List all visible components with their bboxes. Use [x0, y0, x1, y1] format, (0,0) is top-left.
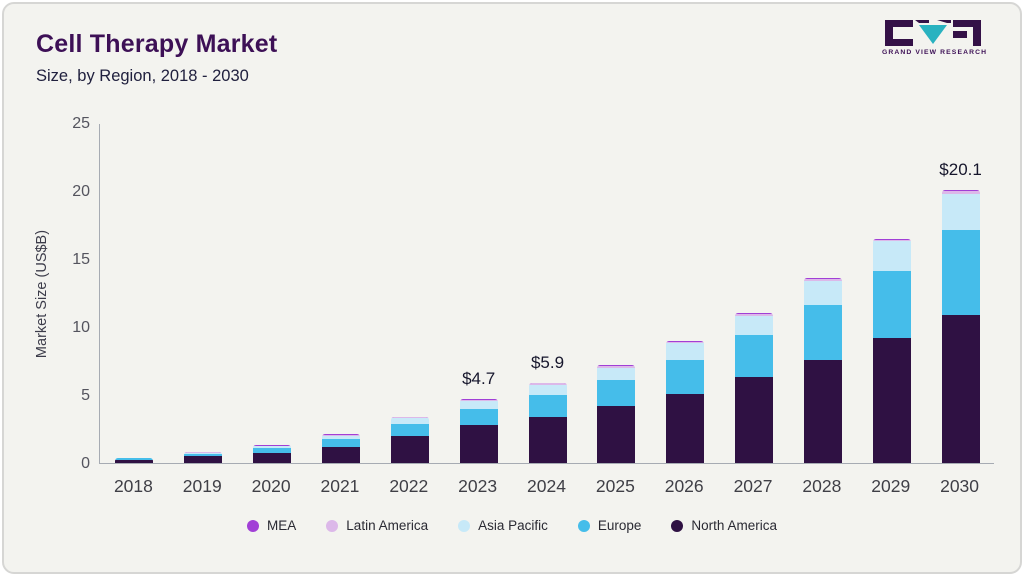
bar-segment-europe: [666, 360, 704, 394]
x-axis: 2018 2019 2020 2021 2022 2023 2024 2025 2026 2027…: [99, 476, 994, 500]
x-axis-label: 2018: [114, 476, 153, 497]
gvr-logo-icon: [885, 20, 981, 46]
x-axis-label: 2030: [940, 476, 979, 497]
x-axis-label: 2024: [527, 476, 566, 497]
bar-segment-asia-pacific: [666, 343, 704, 359]
x-axis-label: 2025: [596, 476, 635, 497]
legend-dot: [458, 520, 470, 532]
bar-value-label: $20.1: [939, 160, 982, 180]
bar-segment-asia-pacific: [529, 385, 567, 395]
bar-2019: [184, 452, 222, 463]
logo-wordmark: GRAND VIEW RESEARCH: [882, 49, 984, 56]
legend-label: Latin America: [346, 518, 428, 533]
bar-segment-europe: [529, 395, 567, 417]
legend: MEA Latin America Asia Pacific Europe North …: [4, 518, 1020, 533]
bar-segment-north-america: [804, 360, 842, 463]
bar-value-label: $4.7: [462, 369, 495, 389]
bar-segment-europe: [735, 335, 773, 377]
bar-segment-europe: [804, 305, 842, 359]
y-tick-label: 5: [4, 387, 90, 405]
page-subtitle: Size, by Region, 2018 - 2030: [36, 67, 249, 86]
bar-segment-europe: [873, 271, 911, 338]
bar-segment-north-america: [735, 377, 773, 463]
bar-segment-north-america: [391, 436, 429, 463]
bar-segment-asia-pacific: [735, 316, 773, 335]
x-axis-label: 2019: [183, 476, 222, 497]
bar-2020: [253, 445, 291, 463]
bar-segment-north-america: [115, 460, 153, 463]
bar-segment-europe: [942, 230, 980, 314]
grand-view-research-logo: GRAND VIEW RESEARCH: [882, 20, 984, 56]
bar-2024: [529, 383, 567, 463]
bar-2022: [391, 417, 429, 463]
bar-segment-north-america: [184, 456, 222, 463]
bar-segment-europe: [460, 409, 498, 425]
bar-segment-north-america: [460, 425, 498, 463]
bar-segment-north-america: [942, 315, 980, 463]
page-title: Cell Therapy Market: [36, 30, 277, 59]
y-tick-label: 20: [4, 183, 90, 201]
legend-label: Asia Pacific: [478, 518, 548, 533]
y-tick-label: 25: [4, 115, 90, 133]
bar-segment-asia-pacific: [460, 401, 498, 408]
bar-segment-asia-pacific: [597, 368, 635, 380]
legend-item-europe: Europe: [578, 518, 642, 533]
legend-item-asia-pacific: Asia Pacific: [458, 518, 548, 533]
bar-2023: [460, 399, 498, 463]
legend-label: North America: [691, 518, 777, 533]
bar-segment-europe: [322, 439, 360, 446]
bar-segment-europe: [597, 380, 635, 406]
x-axis-label: 2027: [734, 476, 773, 497]
x-axis-label: 2022: [389, 476, 428, 497]
bar-2028: [804, 278, 842, 463]
bar-2025: [597, 365, 635, 463]
bar-segment-north-america: [322, 447, 360, 463]
bar-value-label: $5.9: [531, 353, 564, 373]
plot-area: $4.7 $5.9 $20.1: [99, 124, 994, 464]
bar-2030: [942, 190, 980, 463]
bar-2029: [873, 239, 911, 463]
x-axis-label: 2020: [252, 476, 291, 497]
x-axis-label: 2029: [871, 476, 910, 497]
legend-item-mea: MEA: [247, 518, 296, 533]
x-axis-label: 2023: [458, 476, 497, 497]
bar-segment-north-america: [597, 406, 635, 463]
bar-2026: [666, 341, 704, 463]
legend-dot: [326, 520, 338, 532]
x-axis-label: 2021: [320, 476, 359, 497]
bar-segment-north-america: [873, 338, 911, 463]
bar-2018: [115, 458, 153, 463]
legend-dot: [671, 520, 683, 532]
bar-segment-europe: [391, 424, 429, 436]
bar-segment-asia-pacific: [873, 241, 911, 271]
bar-segment-north-america: [253, 453, 291, 463]
legend-dot: [247, 520, 259, 532]
bar-2021: [322, 434, 360, 463]
y-tick-label: 15: [4, 251, 90, 269]
legend-item-north-america: North America: [671, 518, 777, 533]
x-axis-label: 2026: [665, 476, 704, 497]
y-tick-label: 10: [4, 319, 90, 337]
bar-segment-north-america: [666, 394, 704, 463]
legend-item-latin-america: Latin America: [326, 518, 428, 533]
bar-segment-north-america: [529, 417, 567, 463]
y-tick-label: 0: [4, 455, 90, 473]
bar-segment-asia-pacific: [804, 281, 842, 305]
x-axis-label: 2028: [802, 476, 841, 497]
legend-label: Europe: [598, 518, 642, 533]
bar-2027: [735, 313, 773, 463]
legend-label: MEA: [267, 518, 296, 533]
legend-dot: [578, 520, 590, 532]
bar-segment-asia-pacific: [942, 194, 980, 231]
